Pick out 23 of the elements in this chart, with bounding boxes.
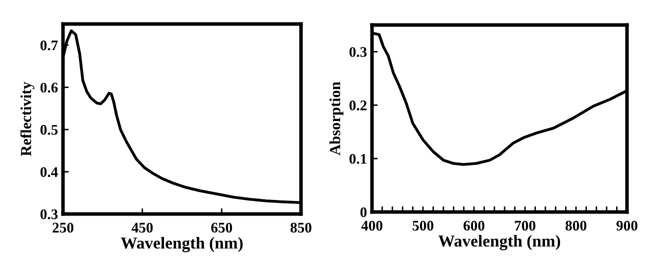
y-axis-title: Reflectivity (20, 82, 34, 156)
x-axis-title: Wavelength (nm) (120, 236, 243, 252)
y-axis-title: Absorption (330, 82, 344, 156)
y-tick-label: 0.2 (349, 100, 367, 110)
x-tick-label: 250 (52, 222, 74, 233)
x-tick-label: 800 (566, 220, 586, 231)
y-tick-label: 0.3 (40, 209, 58, 220)
y-tick-label: 0.3 (349, 47, 367, 57)
x-tick-label: 400 (361, 220, 382, 231)
y-tick-label: 0.7 (40, 40, 58, 50)
x-axis-title: Wavelength (nm) (438, 234, 560, 250)
x-tick-label: 450 (132, 222, 153, 233)
x-tick-label: 500 (412, 220, 434, 231)
y-tick-label: 0.1 (349, 154, 366, 164)
y-tick-label: 0 (360, 207, 367, 218)
y-tick-label: 0.4 (40, 167, 58, 178)
y-tick-label: 0.6 (40, 82, 58, 93)
x-tick-label: 650 (211, 222, 232, 233)
x-tick-label: 600 (464, 220, 484, 231)
x-tick-label: 850 (290, 222, 312, 233)
y-tick-label: 0.5 (40, 124, 58, 135)
x-tick-label: 900 (616, 220, 638, 231)
x-tick-label: 700 (514, 220, 536, 231)
